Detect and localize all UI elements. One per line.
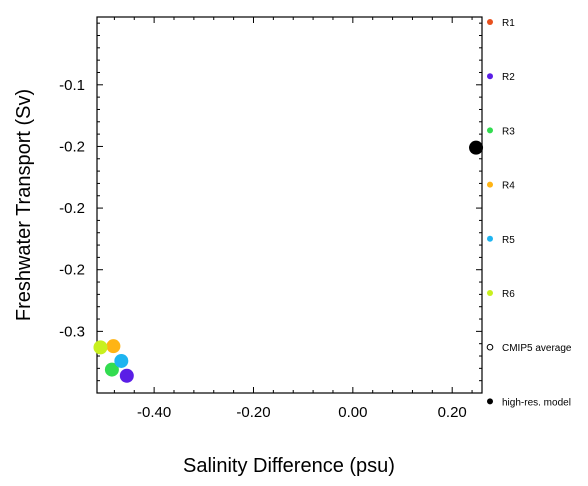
legend-label: R6: [502, 289, 515, 300]
y-tick-label: -0.3: [59, 323, 85, 340]
legend-label: R2: [502, 72, 515, 83]
legend-marker: [486, 343, 494, 351]
legend-label: CMIP5 average: [502, 343, 572, 354]
legend-marker: [487, 398, 493, 405]
x-tick-label: -0.40: [137, 404, 171, 421]
legend-marker: [487, 127, 493, 134]
data-point: [104, 362, 119, 377]
axis-tick-labels: -0.40 -0.20 0.00 0.20 -0.1 -0.2 -0.2 -0.2 -0.3: [59, 77, 467, 421]
legend-marker: [487, 73, 493, 80]
y-tick-label: -0.2: [59, 200, 85, 217]
legend-label: R1: [502, 18, 515, 29]
data-point: [106, 339, 121, 354]
data-point: [469, 140, 484, 155]
x-tick-label: 0.00: [338, 404, 367, 421]
legend-marker: [487, 181, 493, 188]
legend-label: R3: [502, 126, 515, 137]
data-point: [119, 368, 134, 383]
data-points: [93, 140, 484, 383]
x-axis-title: Salinity Difference (psu): [183, 455, 395, 477]
axis-ticks: [97, 17, 482, 394]
legend-marker: [487, 19, 493, 25]
y-tick-label: -0.2: [59, 262, 85, 279]
legend-marker: [487, 290, 493, 296]
x-tick-label: -0.20: [236, 404, 270, 421]
legend-label: high-res. model: [502, 397, 571, 408]
y-axis-title: Freshwater Transport (Sv): [13, 89, 35, 321]
legend-marker: [487, 235, 493, 242]
legend: R1 R2 R3 R4 R5 R6 CMIP5 average high-res. model: [486, 18, 572, 408]
data-point: [93, 340, 108, 355]
legend-label: R4: [502, 181, 515, 192]
plot-frame: [96, 16, 483, 394]
y-tick-label: -0.1: [59, 77, 85, 94]
y-tick-label: -0.2: [59, 138, 85, 155]
x-tick-label: 0.20: [438, 404, 467, 421]
data-point: [114, 353, 129, 368]
legend-label: R5: [502, 235, 515, 246]
